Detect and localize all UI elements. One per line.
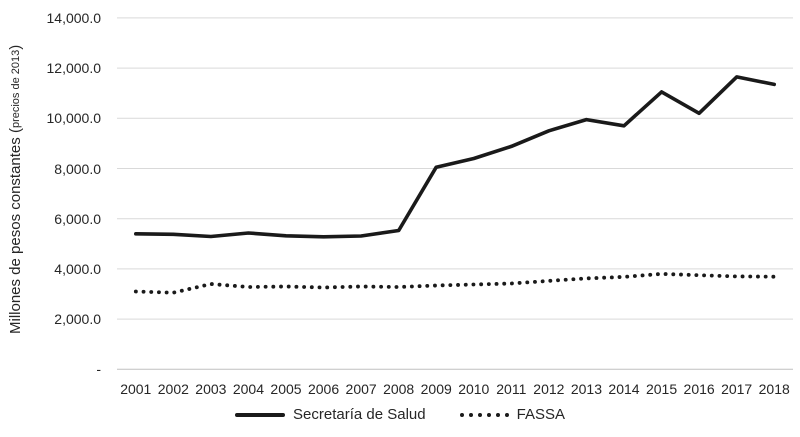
x-year-label: 2017 <box>721 381 753 397</box>
solid-line-swatch <box>235 412 286 417</box>
x-year-label: 2011 <box>496 381 527 397</box>
x-year-label: 2013 <box>570 381 603 397</box>
y-tick-label: - <box>96 361 101 378</box>
y-tick-label: 10,000.0 <box>46 110 102 127</box>
y-axis-title-main: Millones de pesos constantes ( <box>7 127 24 334</box>
y-tick-label: 4,000.0 <box>54 260 101 277</box>
x-year-label: 2015 <box>645 381 678 397</box>
y-tick-label: 6,000.0 <box>54 210 101 227</box>
x-year-label: 2018 <box>758 381 790 397</box>
x-year-label: 2002 <box>157 381 189 397</box>
x-year-label: 2007 <box>345 381 377 397</box>
y-tick-label: 2,000.0 <box>54 311 101 328</box>
x-year-label: 2005 <box>270 381 302 397</box>
y-axis-title-close: ) <box>7 44 24 50</box>
y-tick-label: 14,000.0 <box>46 9 102 26</box>
legend-label-secretaria-de-salud: Secretaría de Salud <box>293 406 426 423</box>
x-year-label: 2006 <box>307 381 340 397</box>
dotted-line-swatch <box>459 412 509 417</box>
x-year-label: 2009 <box>420 381 452 397</box>
x-year-label: 2001 <box>120 381 152 397</box>
x-year-label: 2008 <box>383 381 415 397</box>
x-year-label: 2014 <box>608 381 640 397</box>
x-year-label: 2003 <box>195 381 227 397</box>
y-tick-label: 8,000.0 <box>54 160 101 177</box>
x-year-label: 2016 <box>683 381 715 397</box>
legend-item-fassa: FASSA <box>459 406 565 423</box>
x-year-label: 2010 <box>458 381 490 397</box>
x-year-label: 2004 <box>232 381 265 397</box>
x-year-label: 2012 <box>533 381 565 397</box>
legend-item-secretaria-de-salud: Secretaría de Salud <box>235 406 426 423</box>
chart-legend: Secretaría de Salud FASSA <box>0 406 800 423</box>
y-tick-label: 12,000.0 <box>46 60 102 77</box>
legend-label-fassa: FASSA <box>516 406 565 423</box>
